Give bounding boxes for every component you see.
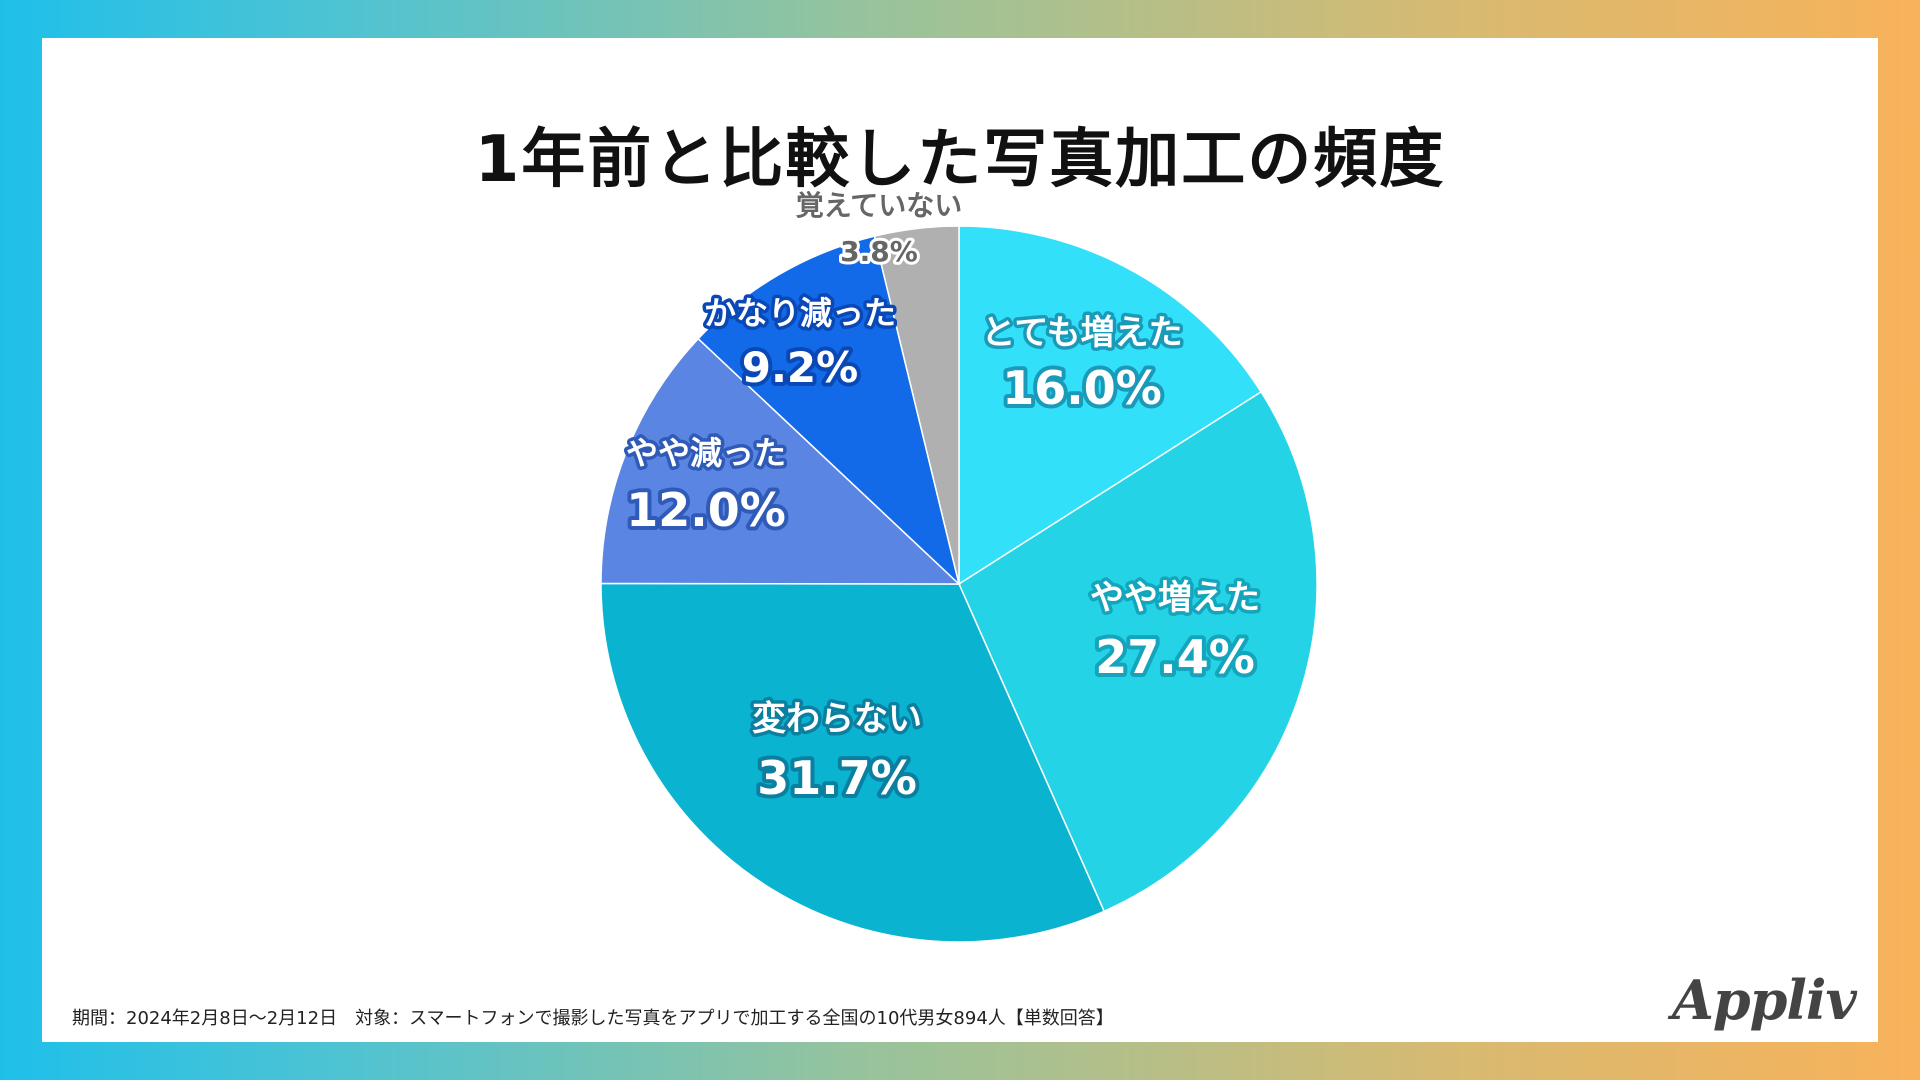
slice-category-label: やや減った bbox=[626, 434, 786, 472]
pie-chart: とても増えた 16.0% やや増えた 27.4% 変わらない 31.7% やや減った 12.0… bbox=[600, 186, 1318, 943]
slice-value-label: 16.0% bbox=[1002, 361, 1162, 415]
slice-category-label: とても増えた bbox=[981, 313, 1182, 353]
slice-category-label: 覚えていない bbox=[796, 189, 963, 222]
slice-value-label: 27.4% bbox=[1095, 630, 1255, 684]
slice-category-label: かなり減った bbox=[704, 294, 896, 332]
chart-card: 1年前と比較した写真加工の頻度 とても増えた 16.0% やや増えた 27.4% 変わら… bbox=[42, 38, 1878, 1042]
pie-slice-1 bbox=[958, 225, 1263, 586]
slice-value-label: 3.8% bbox=[840, 235, 918, 268]
survey-footnote: 期間：2024年2月8日〜2月12日 対象：スマートフォンで撮影した写真をアプリ… bbox=[72, 1008, 1114, 1029]
pie-slice-5 bbox=[697, 235, 961, 587]
slice-value-label: 12.0% bbox=[626, 483, 786, 537]
chart-title: 1年前と比較した写真加工の頻度 bbox=[474, 123, 1446, 197]
slice-category-label: 変わらない bbox=[752, 699, 922, 739]
pie-slice-3 bbox=[600, 582, 1106, 943]
pie-slice-4 bbox=[600, 337, 961, 585]
slice-category-label: やや増えた bbox=[1090, 578, 1260, 618]
brand-logo: Appliv bbox=[1672, 968, 1857, 1032]
pie-slice-6 bbox=[873, 225, 960, 585]
pie-slice-2 bbox=[958, 390, 1318, 913]
slice-value-label: 31.7% bbox=[757, 751, 917, 805]
slice-value-label: 9.2% bbox=[742, 343, 858, 392]
